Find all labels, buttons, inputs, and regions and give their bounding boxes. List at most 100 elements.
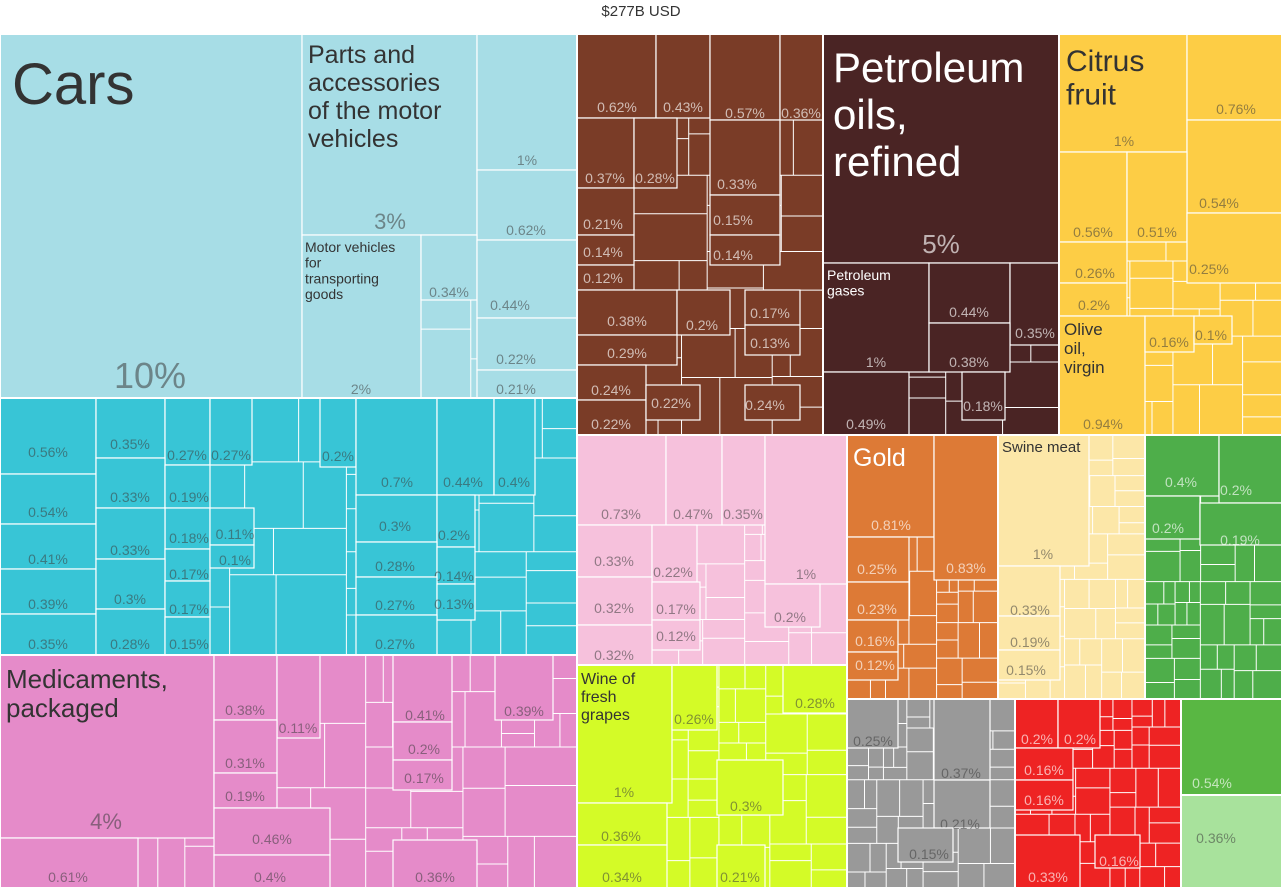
value-label: 0.2% [408,741,440,757]
value-label: 0.14% [583,244,623,260]
cell-chemicals-8: 0.41% [392,654,453,723]
value-label: 0.33% [1010,602,1050,618]
cell-minerals-16: 0.13% [744,324,801,356]
value-label: 0.76% [1216,101,1256,117]
cell-machinery-21: 0.44% [436,397,495,496]
cell-machinery-3: 0.27% [209,397,253,466]
cell-foodstuffs-6-rect [716,844,766,888]
cell-petroleum-6-rect [961,371,1006,421]
cell-chemicals-12: 0.36% [392,839,478,888]
group-misc-green: 0.4% 0.2% 0.2% 0.19% [1144,434,1282,700]
value-label: 0.19% [225,788,265,804]
value-label: 0.24% [591,382,631,398]
value-label: 0.16% [855,633,895,649]
value-label: 0.54% [1192,775,1232,791]
value-label: 0.35% [28,636,68,652]
cell-machinery-5-rect [0,473,97,525]
cell-instruments-2: 0.35% [721,434,766,526]
cell-machinery-9-rect [209,507,255,546]
value-label: 5% [922,229,960,259]
value-label: 0.38% [949,354,989,370]
value-label: 0.15% [713,212,753,228]
cell-chemicals-7: 0.4% [213,854,331,888]
cell-machinery-14: 0.39% [0,568,97,615]
cell-machinery-0: 0.56% [0,397,97,475]
cell-precious-metals-2: 0.83% [933,434,999,581]
value-label: 0.35% [723,506,763,522]
value-label: 4% [90,809,122,834]
value-label: 1% [517,152,537,168]
cell-instruments-6-rect [576,576,653,626]
cell-minerals-19-rect [744,384,801,421]
value-label: 0.25% [853,733,893,749]
cell-machinery-8-rect [164,507,211,550]
cell-minerals-7: 0.21% [576,187,635,236]
cell-misc-green-1-rect [1218,434,1282,504]
cell-foodstuffs-4: 0.36% [576,802,668,846]
value-label: 0.36% [781,105,821,121]
cell-precious-metals-1-rect [846,536,910,583]
group-plastics: 0.2% 0.2%0.16%0.16%0.16%0.33% [1014,698,1182,888]
group-petroleum: 5% Petroleum oils, refined 1% Petroleum gases 0… [822,34,1060,436]
cell-vegetables-2: 0.54% [1186,119,1282,214]
value-label: 0.33% [1028,869,1068,885]
group-vegetables: 1% Citrus fruit 0.76% 0.54% 0.56% 0.51% 0.26% 0.… [1058,34,1282,436]
cell-machinery-4-rect [319,397,357,468]
cell-petroleum-6: 0.18% [961,371,1006,421]
cell-misc-green-1: 0.2% [1218,434,1282,504]
cell-machinery-28: 0.13% [434,583,476,621]
cell-metals-2: 0.21% [933,779,991,832]
group-machinery: 0.56% 0.35%0.27% 0.27% 0.2%0.54%0.33% 0.19%0… [0,397,578,656]
cell-minerals-18-rect [576,399,647,436]
cell-chemicals-3-rect [276,654,321,739]
cell-machinery-0-rect [0,397,97,475]
value-label: 0.16% [1024,792,1064,808]
value-label: 0.29% [607,345,647,361]
group-foodstuffs: 1% Wine of fresh grapes 0.26% 0.28% 0.3% 0.36% 0… [576,664,848,888]
cell-vehicles-0-rect [0,34,303,399]
value-label: 0.73% [601,506,641,522]
cell-vegetables-1: 0.76% [1186,34,1282,121]
cell-minerals-13-rect [676,289,731,336]
cell-vegetables-3-rect [1058,151,1128,243]
group-other-light: 0.36% [1180,794,1282,888]
value-label: 0.11% [279,720,318,736]
value-label: 0.17% [169,601,209,617]
product-label: Cars [12,52,134,117]
cell-plastics-4: 0.16% [1094,834,1141,869]
cell-misc-green-0: 0.4% [1144,434,1220,497]
cell-machinery-14-rect [0,568,97,615]
cell-other-0: 0.54% [1180,698,1282,796]
cell-minerals-1-rect [655,34,711,119]
group-chemicals: 4% Medicaments, packaged 0.61% 0.38% 0.11% 0.3… [0,654,578,888]
cell-minerals-18: 0.22% [576,399,647,436]
cell-misc-green-0-rect [1144,434,1220,497]
value-label: 0.12% [656,628,696,644]
cell-machinery-29-rect [355,614,438,656]
value-label: 0.15% [1006,662,1046,678]
cell-vegetables-4-rect [1126,151,1188,243]
value-label: 0.13% [750,335,790,351]
cell-petroleum-0: 5% Petroleum oils, refined [822,34,1060,264]
cell-machinery-25: 0.28% [355,541,438,578]
value-label: 0.28% [795,695,835,711]
cell-vehicles-4-rect [476,169,578,241]
cell-other-light-0: 0.36% [1180,794,1282,888]
value-label: 0.16% [1149,334,1189,350]
value-label: 0.49% [846,416,886,432]
cell-machinery-6-rect [95,457,166,509]
cell-instruments-4-rect [651,524,698,583]
cell-petroleum-1: 1% Petroleum gases [822,262,930,373]
value-label: 1% [866,354,886,370]
chart-title: $277B USD [601,3,681,20]
value-label: 1% [614,784,634,800]
cell-minerals-4: 0.37% [576,117,635,189]
value-label: 0.22% [591,416,631,432]
cell-chemicals-10-rect [392,721,453,761]
cell-chemicals-1-rect [0,837,139,888]
cell-machinery-1: 0.35% [95,397,166,459]
value-label: 0.33% [594,553,634,569]
cell-minerals-14: 0.17% [744,289,801,326]
value-label: 0.46% [252,831,292,847]
cell-vegetables-0: 1% Citrus fruit [1058,34,1188,153]
